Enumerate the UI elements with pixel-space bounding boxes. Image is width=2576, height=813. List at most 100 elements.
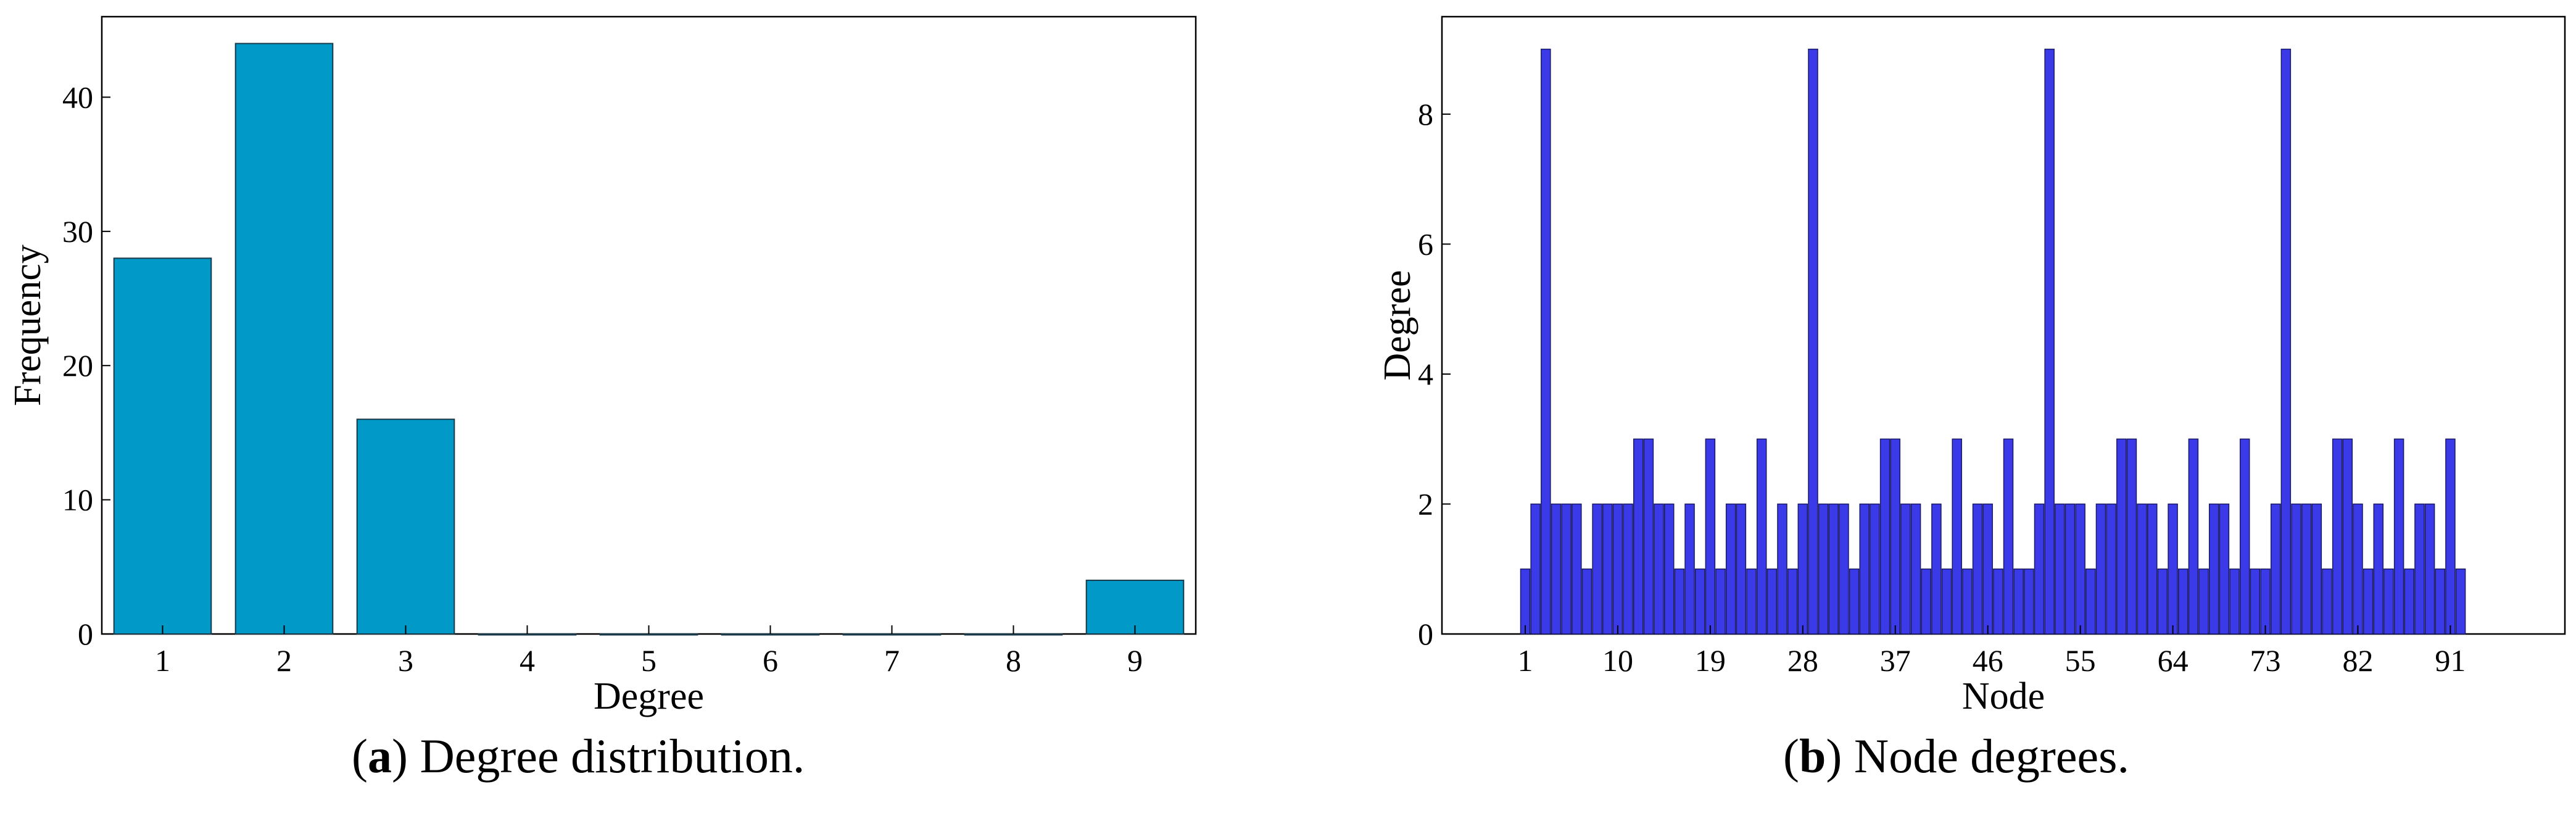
bar bbox=[1756, 438, 1767, 635]
bar bbox=[1818, 503, 1829, 635]
caption-b-text: Node degrees. bbox=[1853, 729, 2129, 783]
bar bbox=[1602, 503, 1613, 635]
bar bbox=[1941, 568, 1952, 635]
bar bbox=[1879, 438, 1891, 635]
bar bbox=[2280, 48, 2292, 635]
bar bbox=[2198, 568, 2209, 635]
bar bbox=[113, 257, 212, 635]
y-tick-label: 0 bbox=[1418, 617, 1433, 651]
y-tick-label: 30 bbox=[62, 214, 93, 249]
bar bbox=[234, 43, 334, 635]
bar bbox=[2363, 568, 2374, 635]
bar bbox=[2353, 503, 2363, 635]
x-tick-label: 9 bbox=[1127, 643, 1143, 678]
x-tick-label: 82 bbox=[2342, 643, 2373, 678]
x-tick-label: 8 bbox=[1006, 643, 1021, 678]
bar bbox=[2291, 503, 2301, 635]
bar bbox=[1736, 503, 1747, 635]
y-tick-label: 6 bbox=[1418, 227, 1433, 261]
y-tick-label: 40 bbox=[62, 80, 93, 114]
x-tick-label: 91 bbox=[2435, 643, 2466, 678]
bar bbox=[1982, 503, 1993, 635]
bar bbox=[2137, 503, 2147, 635]
y-tick-label: 8 bbox=[1418, 97, 1433, 131]
y-tick-label: 4 bbox=[1418, 357, 1433, 391]
y-tick-label: 0 bbox=[78, 617, 93, 651]
bar bbox=[1777, 503, 1787, 635]
chart-degree-distribution: 1 2 3 4 5 6 7 8 9 0 10 20 30 40 Degree Frequency bbox=[7, 15, 1197, 717]
bar bbox=[1572, 503, 1582, 635]
bar bbox=[1520, 568, 1531, 635]
bar bbox=[1900, 503, 1911, 635]
bar bbox=[2393, 438, 2404, 635]
x-tick-label: 19 bbox=[1695, 643, 1726, 678]
bar bbox=[2332, 438, 2343, 635]
bar bbox=[2414, 503, 2425, 635]
bar bbox=[2424, 503, 2435, 635]
x-tick-label: 3 bbox=[398, 643, 413, 678]
x-tick-label: 5 bbox=[641, 643, 656, 678]
bar bbox=[1910, 503, 1921, 635]
bar bbox=[2260, 568, 2271, 635]
bar bbox=[2095, 503, 2106, 635]
x-tick-label: 6 bbox=[763, 643, 778, 678]
y-tick-label: 20 bbox=[62, 348, 93, 383]
x-tick-label: 73 bbox=[2250, 643, 2281, 678]
bar bbox=[1705, 438, 1716, 635]
bar bbox=[2024, 568, 2034, 635]
bar bbox=[2157, 568, 2168, 635]
bar bbox=[1962, 568, 1973, 635]
bar bbox=[2373, 503, 2384, 635]
x-tick-label: 37 bbox=[1880, 643, 1911, 678]
x-axis-title: Degree bbox=[594, 675, 704, 717]
bar bbox=[2003, 438, 2014, 635]
bar bbox=[1633, 438, 1644, 635]
bar bbox=[478, 633, 577, 636]
bar bbox=[1694, 568, 1705, 635]
x-tick-label: 28 bbox=[1787, 643, 1818, 678]
bar bbox=[1715, 568, 1726, 635]
bar bbox=[2435, 568, 2445, 635]
caption-a-text: Degree distribution. bbox=[420, 729, 805, 783]
bar bbox=[1931, 503, 1942, 635]
bar bbox=[721, 633, 820, 636]
bar bbox=[1530, 503, 1541, 635]
bar bbox=[1551, 503, 1562, 635]
bar bbox=[1808, 48, 1818, 635]
bar bbox=[842, 633, 942, 636]
bar bbox=[1746, 568, 1757, 635]
bar bbox=[1592, 503, 1602, 635]
bar bbox=[1797, 503, 1808, 635]
bar bbox=[1859, 503, 1870, 635]
bar bbox=[2147, 503, 2158, 635]
x-tick-label: 2 bbox=[276, 643, 292, 678]
bar bbox=[1787, 568, 1798, 635]
bar bbox=[2044, 48, 2055, 635]
bar bbox=[1674, 568, 1685, 635]
bar bbox=[2168, 503, 2178, 635]
bar bbox=[2270, 503, 2281, 635]
bar bbox=[1890, 438, 1901, 635]
bar bbox=[1839, 503, 1849, 635]
bar bbox=[599, 633, 698, 636]
bar bbox=[2116, 438, 2127, 635]
bar bbox=[2188, 438, 2199, 635]
bar bbox=[1643, 438, 1654, 635]
bar bbox=[2455, 568, 2466, 635]
bar bbox=[2055, 503, 2065, 635]
x-tick-label: 46 bbox=[1973, 643, 2003, 678]
bar bbox=[1684, 503, 1695, 635]
bar bbox=[1561, 503, 1572, 635]
bar bbox=[2208, 503, 2219, 635]
bar bbox=[2239, 438, 2250, 635]
caption-a: (a) Degree distribution. bbox=[352, 729, 805, 783]
bar bbox=[2013, 568, 2024, 635]
bar bbox=[1921, 568, 1931, 635]
bar bbox=[1972, 503, 1983, 635]
y-tick-label: 2 bbox=[1418, 486, 1433, 521]
bar bbox=[2034, 503, 2045, 635]
bar bbox=[1581, 568, 1592, 635]
x-tick-label: 55 bbox=[2065, 643, 2096, 678]
caption-b: (b) Node degrees. bbox=[1783, 729, 2129, 783]
